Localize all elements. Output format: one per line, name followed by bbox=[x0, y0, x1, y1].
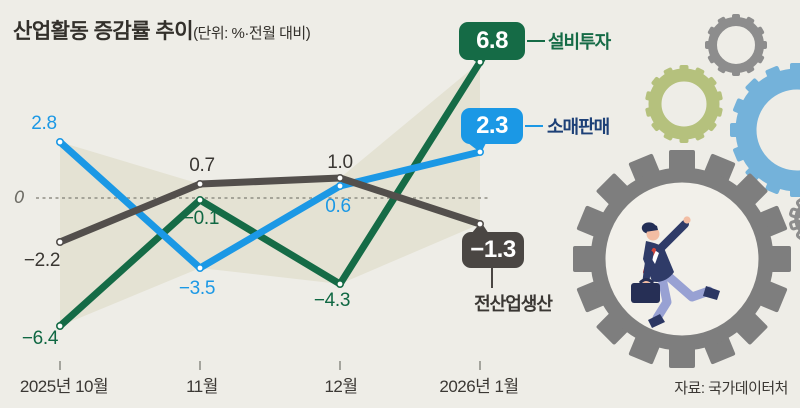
value-label-seolbi-dec: −4.3 bbox=[313, 290, 351, 311]
figure-left-leg bbox=[652, 273, 672, 323]
series-label-seolbi: 설비투자 bbox=[548, 32, 611, 52]
businessman-illustration bbox=[631, 216, 720, 328]
x-axis-ticks bbox=[59, 361, 481, 370]
figure-hair-front bbox=[645, 224, 658, 232]
badge-seolbi: 6.8 bbox=[459, 22, 525, 60]
x-label-dec: 12월 bbox=[324, 377, 358, 396]
minmax-band bbox=[60, 62, 480, 326]
x-label-oct: 2025년 10월 bbox=[19, 377, 109, 396]
figure-right-shoe bbox=[703, 286, 720, 300]
gears-illustration bbox=[573, 14, 800, 368]
chart-title: 산업활동 증감률 추이 bbox=[13, 20, 194, 43]
figure-left-shoe bbox=[648, 314, 665, 328]
value-label-jeonsan-nov: 0.7 bbox=[189, 155, 215, 176]
value-label-somae-nov: −3.5 bbox=[178, 278, 216, 299]
value-label-jeonsan-dec: 1.0 bbox=[327, 152, 353, 173]
figure-left-arm bbox=[642, 250, 654, 285]
series-label-somae: 소매판매 bbox=[547, 117, 610, 137]
value-label-somae-oct: 2.8 bbox=[31, 113, 57, 134]
value-label-somae-dec: 0.6 bbox=[325, 196, 351, 217]
x-label-nov: 11월 bbox=[186, 377, 218, 396]
series-label-jeonsan: 전산업생산 bbox=[474, 294, 553, 314]
source-credit: 자료: 국가데이터처 bbox=[674, 380, 788, 397]
chart-unit: (단위: %·전월 대비) bbox=[193, 25, 311, 42]
badge-jeonsan: −1.3 bbox=[462, 232, 524, 268]
value-label-seolbi-oct: −6.4 bbox=[21, 328, 59, 349]
x-label-jan: 2026년 1월 bbox=[439, 377, 519, 396]
value-label-jeonsan-oct: −2.2 bbox=[23, 250, 61, 271]
value-label-seolbi-nov: −0.1 bbox=[182, 208, 220, 229]
chart-title-block: 산업활동 증감률 추이 (단위: %·전월 대비) bbox=[13, 15, 311, 45]
figure-hand-up bbox=[683, 216, 691, 224]
briefcase bbox=[631, 283, 660, 303]
data-points bbox=[55, 57, 484, 330]
zero-axis-label: 0 bbox=[14, 188, 25, 208]
badge-somae: 2.3 bbox=[461, 108, 523, 144]
briefcase-handle bbox=[638, 278, 655, 285]
series-lines bbox=[56, 58, 484, 330]
figure-right-leg bbox=[663, 271, 714, 302]
